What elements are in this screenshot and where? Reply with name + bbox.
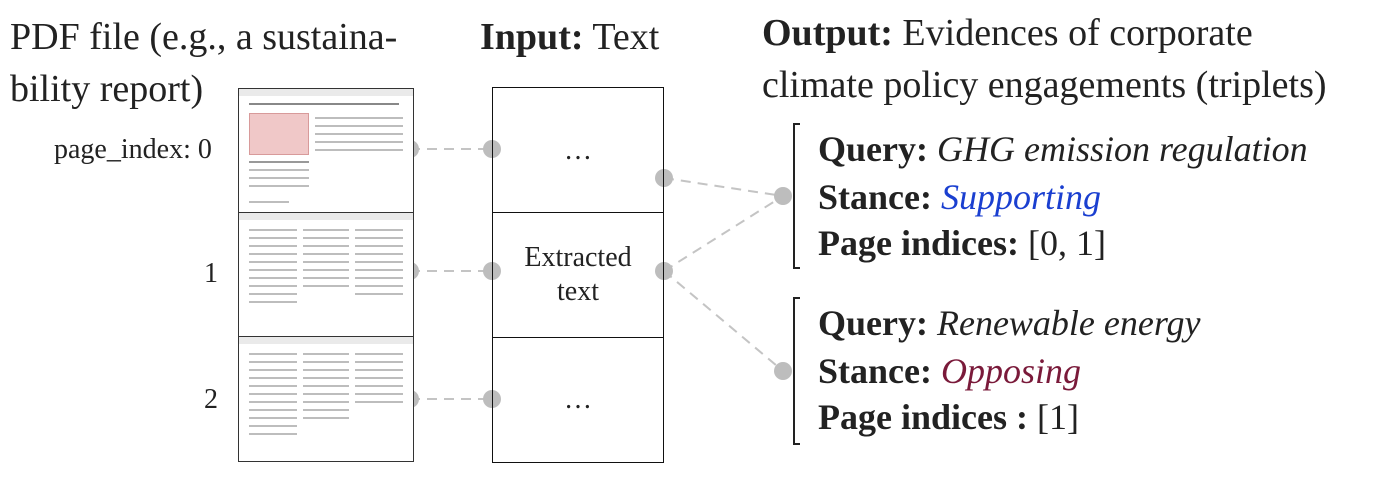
- node-triplet2: [774, 362, 792, 380]
- page-label-0: page_index: 0: [54, 134, 212, 165]
- connector-box1-triplet1: [663, 195, 784, 272]
- stance-label: Stance:: [818, 351, 932, 391]
- output-header-rest: Evidences of corporate: [892, 12, 1253, 54]
- node-box0-out: [655, 169, 673, 187]
- thumb-header: [239, 337, 413, 344]
- input-header-bold: Input:: [480, 16, 584, 58]
- thumb-highlight-box: [249, 113, 309, 155]
- query-label: Query:: [818, 303, 928, 343]
- node-box1-out: [655, 262, 673, 280]
- pdf-page-thumbnail-1: [238, 212, 414, 338]
- query-value: Renewable energy: [936, 303, 1201, 343]
- pages-label: Page indices :: [818, 397, 1028, 437]
- pages-value: [1]: [1036, 397, 1079, 437]
- input-header: Input: Text: [480, 14, 659, 60]
- pdf-header-line1: PDF file (e.g., a sustaina-: [10, 16, 398, 58]
- output-header-line1: Output: Evidences of corporate: [762, 10, 1253, 56]
- connector-box0-triplet1: [663, 177, 784, 197]
- output-header-line2: climate policy engagements (triplets): [762, 64, 1327, 106]
- triplet-1-stance: Stance: Supporting: [818, 176, 1101, 218]
- triplet-1-query: Query: GHG emission regulation: [818, 128, 1308, 170]
- triplet-1-pages: Page indices: [0, 1]: [818, 222, 1106, 264]
- output-header-bold: Output:: [762, 12, 893, 54]
- thumb-header: [239, 213, 413, 220]
- query-value: GHG emission regulation: [936, 129, 1308, 169]
- thumb-header: [239, 89, 413, 96]
- text-box-1: Extracted text: [492, 212, 664, 338]
- pdf-page-thumbnail-2: [238, 336, 414, 462]
- triplet2-bracket: [793, 297, 800, 445]
- stance-value: Supporting: [940, 177, 1101, 217]
- text-box-2: …: [492, 337, 664, 463]
- stance-value: Opposing: [940, 351, 1081, 391]
- connector-box1-triplet2: [663, 270, 784, 372]
- text-box-0-label: …: [564, 134, 592, 166]
- triplet-2-pages: Page indices : [1]: [818, 396, 1079, 438]
- text-box-2-label: …: [564, 383, 592, 415]
- triplet-2-stance: Stance: Opposing: [818, 350, 1081, 392]
- text-box-0: …: [492, 87, 664, 213]
- pdf-page-thumbnail-0: [238, 88, 414, 214]
- pdf-header-line2: bility report): [10, 68, 204, 110]
- page-label-2: 2: [204, 384, 218, 415]
- query-label: Query:: [818, 129, 928, 169]
- page-label-1: 1: [204, 258, 218, 289]
- node-triplet1: [774, 187, 792, 205]
- stance-label: Stance:: [818, 177, 932, 217]
- triplet1-bracket: [793, 123, 800, 269]
- pages-label: Page indices:: [818, 223, 1019, 263]
- input-header-rest: Text: [583, 16, 660, 58]
- triplet-2-query: Query: Renewable energy: [818, 302, 1201, 344]
- pages-value: [0, 1]: [1027, 223, 1106, 263]
- text-box-1-label: Extracted text: [524, 242, 632, 307]
